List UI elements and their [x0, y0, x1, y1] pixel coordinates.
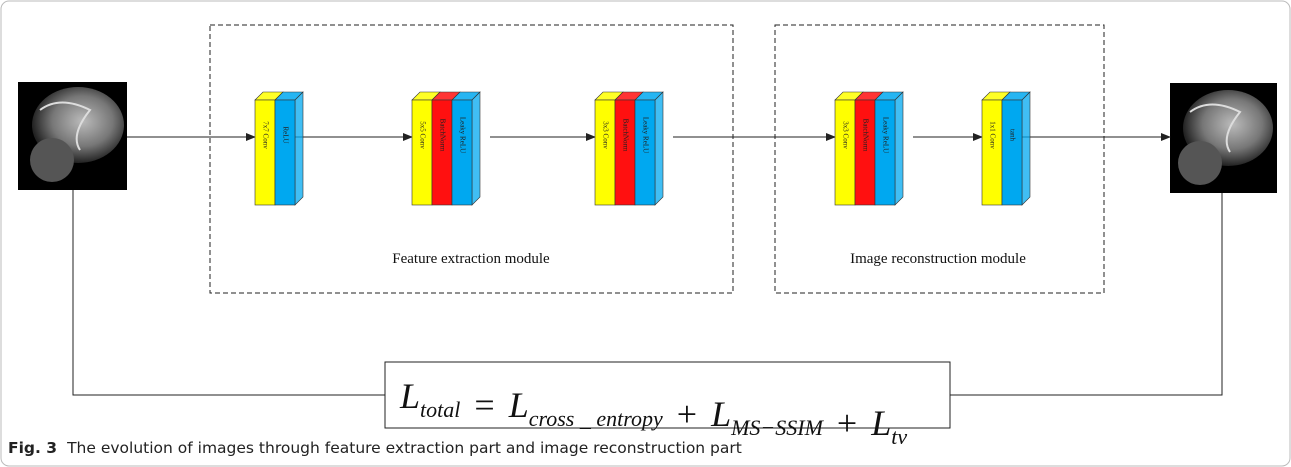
connector — [950, 193, 1222, 395]
layer-block: 3x3 Conv BatchNorm Leaky ReLU — [595, 92, 663, 205]
layer-label: 3x3 Conv — [841, 121, 849, 149]
layer-side — [895, 92, 903, 205]
formula-symbol: L — [710, 394, 731, 434]
layer-label: tanh — [1008, 129, 1016, 142]
formula-operator: + — [677, 394, 697, 434]
formula-subscript: total — [420, 397, 460, 422]
layer — [855, 100, 875, 205]
layer — [982, 100, 1002, 205]
layer-label: BatchNorm — [438, 119, 446, 152]
caption-text: The evolution of images through feature … — [66, 439, 742, 457]
formula-operator: + — [837, 403, 857, 443]
layer — [432, 100, 452, 205]
formula-box — [385, 362, 950, 428]
module-label: Image reconstruction module — [850, 251, 1026, 267]
layer-block: 7x7 Conv ReLU — [255, 92, 303, 205]
formula-operator: = — [474, 385, 494, 425]
layer — [615, 100, 635, 205]
layer-label: 3x3 Conv — [601, 121, 609, 149]
layer-block: 3x3 Conv BatchNorm Leaky ReLU — [835, 92, 903, 205]
layer — [412, 100, 432, 205]
layer — [1002, 100, 1022, 205]
layer-label: BatchNorm — [861, 119, 869, 152]
layer-label: 5x5 Conv — [418, 121, 426, 149]
layer-label: BatchNorm — [621, 119, 629, 152]
page: { "modules": [ {"label": "Feature extrac… — [0, 0, 1291, 467]
layer-side — [655, 92, 663, 205]
layer — [275, 100, 295, 205]
layer-label: Leaky ReLU — [881, 117, 889, 153]
layer-side — [295, 92, 303, 205]
output-image — [1170, 83, 1277, 193]
layer — [595, 100, 615, 205]
layer-side — [1022, 92, 1030, 205]
caption-label: Fig. 3 — [8, 439, 57, 457]
layer-label: ReLU — [281, 126, 289, 143]
layer-side — [472, 92, 480, 205]
layer — [255, 100, 275, 205]
caption: Fig. 3 The evolution of images through fe… — [8, 439, 742, 457]
figure: Feature extraction module Image reconstr… — [0, 0, 1291, 467]
formula-subscript: cross _ entropy — [529, 406, 663, 431]
formula-subscript: tv — [891, 424, 907, 449]
formula-symbol: L — [870, 403, 891, 443]
formula-symbol: L — [508, 385, 529, 425]
layer-label: 1x1 Conv — [988, 121, 996, 149]
layer-label: Leaky ReLU — [641, 117, 649, 153]
layer-label: Leaky ReLU — [458, 117, 466, 153]
layer-label: 7x7 Conv — [261, 121, 269, 149]
module-label: Feature extraction module — [392, 251, 550, 267]
layer-block: 1x1 Conv tanh — [982, 92, 1030, 205]
formula-subscript: MS−SSIM — [730, 415, 824, 440]
layer — [835, 100, 855, 205]
input-image — [18, 82, 127, 190]
formula-symbol: L — [399, 376, 420, 416]
layer-block: 5x5 Conv BatchNorm Leaky ReLU — [412, 92, 480, 205]
